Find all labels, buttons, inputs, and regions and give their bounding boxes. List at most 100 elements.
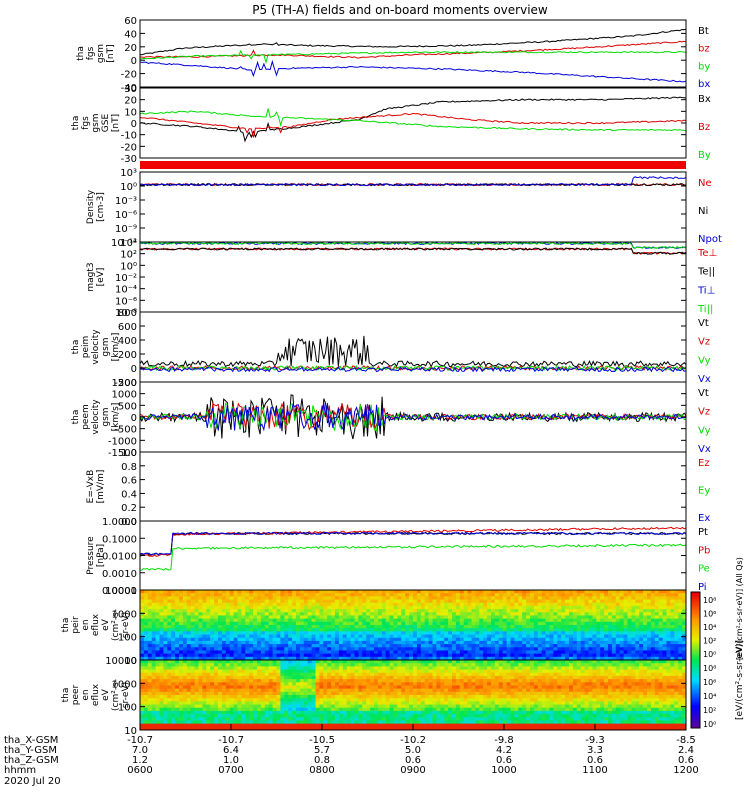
spectrogram-cell xyxy=(323,634,328,639)
spectrogram-cell xyxy=(678,599,683,604)
spectrogram-cell xyxy=(354,628,359,632)
spectrogram-cell xyxy=(288,714,293,718)
spectrogram-cell xyxy=(631,631,636,636)
spectrogram-cell xyxy=(245,596,250,601)
spectrogram-cell xyxy=(342,675,348,680)
spectrogram-cell xyxy=(245,691,250,696)
spectrogram-cell xyxy=(323,669,328,674)
spectrogram-cell xyxy=(299,672,305,677)
spectrogram-cell xyxy=(338,612,344,616)
spectrogram-cell xyxy=(175,695,180,699)
spectrogram-cell xyxy=(389,714,394,718)
spectrogram-cell xyxy=(358,602,363,607)
spectrogram-cell xyxy=(498,609,504,613)
spectrogram-cell xyxy=(588,618,593,623)
spectrogram-cell xyxy=(214,704,219,709)
spectrogram-cell xyxy=(194,660,199,664)
spectrogram-cell xyxy=(674,593,679,597)
spectrogram-cell xyxy=(518,599,523,604)
spectrogram-cell xyxy=(190,640,196,645)
spectrogram-cell xyxy=(327,590,332,594)
spectrogram-cell xyxy=(237,669,242,674)
spectrogram-cell xyxy=(377,660,383,664)
plot-area xyxy=(140,172,686,242)
spectrogram-cell xyxy=(249,666,254,671)
spectrogram-cell xyxy=(658,599,664,604)
spectrogram-cell xyxy=(510,653,515,658)
spectrogram-cell xyxy=(420,653,426,658)
spectrogram-cell xyxy=(405,593,410,597)
spectrogram-cell xyxy=(424,660,430,664)
spectrogram-cell xyxy=(463,647,469,651)
spectrogram-cell xyxy=(331,590,336,594)
spectrogram-cell xyxy=(405,688,410,693)
spectrogram-cell xyxy=(319,720,324,725)
spectrogram-cell xyxy=(452,618,457,623)
spectrogram-cell xyxy=(214,707,219,712)
spectrogram-cell xyxy=(331,666,336,671)
spectrogram-cell xyxy=(225,660,231,664)
spectrogram-cell xyxy=(405,704,410,709)
spectrogram-cell xyxy=(678,628,683,632)
spectrogram-cell xyxy=(342,720,348,725)
spectrogram-cell xyxy=(658,612,664,616)
spectrogram-cell xyxy=(475,644,480,648)
spectrogram-cell xyxy=(565,609,570,613)
spectrogram-cell xyxy=(342,717,348,721)
spectrogram-cell xyxy=(272,625,277,629)
spectrogram-cell xyxy=(385,695,391,699)
spectrogram-cell xyxy=(260,707,266,712)
spectrogram-cell xyxy=(268,653,274,658)
spectrogram-cell xyxy=(260,656,266,661)
spectrogram-cell xyxy=(416,647,422,651)
spectrogram-cell xyxy=(576,628,582,632)
spectrogram-cell xyxy=(233,701,238,706)
spectrogram-cell xyxy=(393,723,398,728)
spectrogram-cell xyxy=(358,710,363,715)
spectrogram-cell xyxy=(140,621,145,626)
spectrogram-cell xyxy=(405,698,410,702)
spectrogram-cell xyxy=(592,621,597,626)
spectrogram-cell xyxy=(253,710,258,715)
spectrogram-cell xyxy=(393,691,398,696)
spectrogram-cell xyxy=(592,640,597,645)
spectrogram-cell xyxy=(284,666,289,671)
spectrogram-cell xyxy=(338,656,344,661)
spectrogram-cell xyxy=(315,714,320,718)
spectrogram-cell xyxy=(198,628,203,632)
spectrogram-cell xyxy=(198,726,203,731)
spectrogram-cell xyxy=(296,621,301,626)
spectrogram-cell xyxy=(303,625,309,629)
spectrogram-cell xyxy=(635,628,640,632)
spectrogram-cell xyxy=(163,679,168,683)
spectrogram-cell xyxy=(416,621,422,626)
spectrogram-cell xyxy=(315,653,320,658)
spectrogram-cell xyxy=(389,701,394,706)
spectrogram-cell xyxy=(163,707,168,712)
spectrogram-cell xyxy=(448,609,453,613)
spectrogram-cell xyxy=(588,628,593,632)
spectrogram-cell xyxy=(206,599,211,604)
spectrogram-cell xyxy=(190,698,196,702)
spectrogram-cell xyxy=(377,656,383,661)
spectrogram-cell xyxy=(171,663,176,667)
figure-title: P5 (TH-A) fields and on-board moments ov… xyxy=(252,3,548,17)
spectrogram-cell xyxy=(420,609,426,613)
spectrogram-cell xyxy=(163,596,168,601)
spectrogram-cell xyxy=(296,695,301,699)
spectrogram-cell xyxy=(654,640,660,645)
spectrogram-cell xyxy=(268,723,274,728)
spectrogram-cell xyxy=(611,621,617,626)
spectrogram-cell xyxy=(284,647,289,651)
spectrogram-cell xyxy=(592,615,597,620)
spectrogram-cell xyxy=(491,612,496,616)
spectrogram-cell xyxy=(377,714,383,718)
spectrogram-cell xyxy=(190,631,196,636)
spectrogram-cell xyxy=(241,634,246,639)
spectrogram-cell xyxy=(202,666,207,671)
spectrogram-cell xyxy=(537,605,543,610)
spectrogram-cell xyxy=(186,672,192,677)
spectrogram-cell xyxy=(186,726,192,731)
spectrogram-cell xyxy=(253,650,258,655)
spectrogram-cell xyxy=(452,590,457,594)
